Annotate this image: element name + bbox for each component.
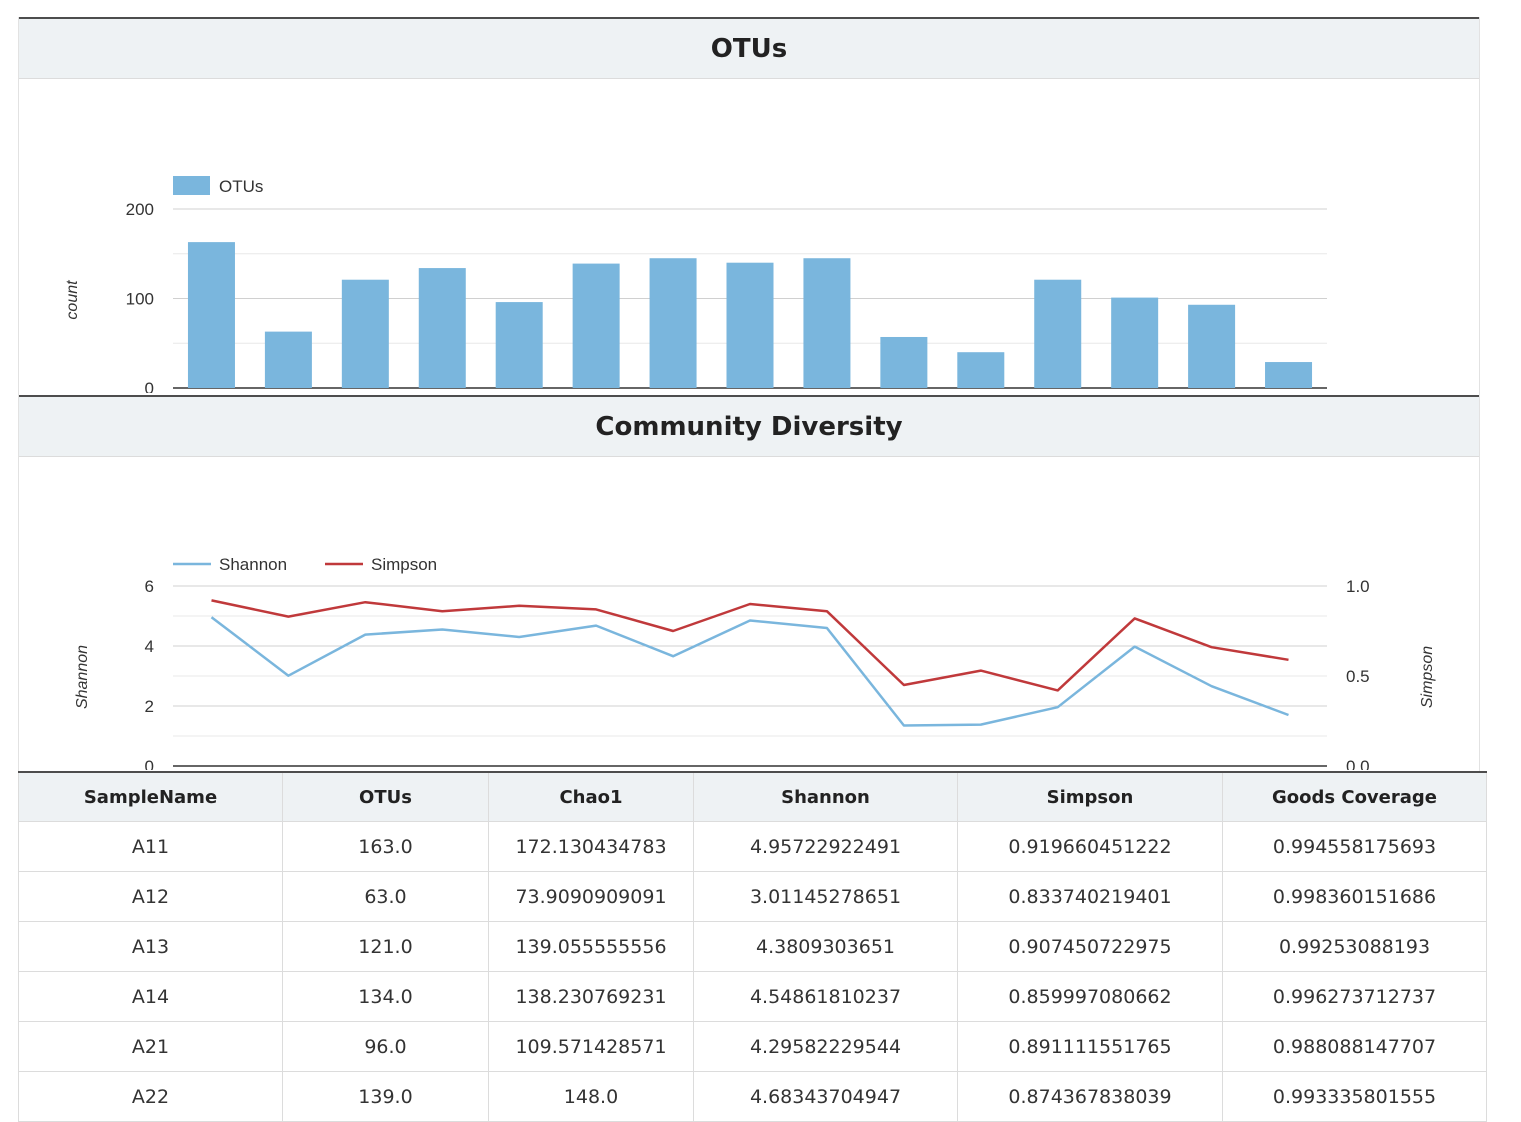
diversity-panel-header: Community Diversity [19,395,1479,457]
legend-label-simpson: Simpson [371,555,437,574]
table-cell: 172.130434783 [488,821,694,872]
bar [187,242,235,388]
bar [341,279,389,388]
table-cell: 0.874367838039 [957,1071,1223,1122]
table-row: A13 121.0 139.055555556 4.3809303651 0.90745… [18,921,1487,972]
table-row: A12 63.0 73.9090909091 3.01145278651 0.83374… [18,871,1487,922]
bar [572,263,620,388]
y-tick-label-left: 4 [145,637,154,656]
y-tick-label: 0 [145,379,154,393]
bar [803,258,851,388]
diversity-panel-title: Community Diversity [595,411,903,442]
table-cell: 63.0 [282,871,489,922]
table-cell: A14 [18,971,283,1022]
table-cell: 121.0 [282,921,489,972]
table-row: A22 139.0 148.0 4.68343704947 0.874367838039… [18,1071,1487,1122]
table-cell: 0.994558175693 [1222,821,1487,872]
otus-bar-chart: 0100200A11A12A13A14A21A22A31A32B11B21B22… [64,176,1327,393]
col-header-simpson[interactable]: Simpson [957,772,1223,822]
y-tick-label-left: 2 [145,697,154,716]
table-cell: A21 [18,1021,283,1072]
table-row: A14 134.0 138.230769231 4.54861810237 0.8599… [18,971,1487,1022]
col-header-goods-coverage[interactable]: Goods Coverage [1222,772,1487,822]
table-cell: 4.54861810237 [693,971,958,1022]
table-cell: 4.3809303651 [693,921,958,972]
legend-swatch [173,176,210,195]
table-cell: 0.859997080662 [957,971,1223,1022]
otus-panel-title: OTUs [710,33,788,64]
y-tick-label-left: 6 [145,577,154,596]
table-cell: 148.0 [488,1071,694,1122]
table-cell: 139.0 [282,1071,489,1122]
table-body: A11 163.0 172.130434783 4.95722922491 0.9196… [18,821,1487,1122]
diversity-table: SampleName OTUs Chao1 Shannon Simpson Go… [18,771,1487,1122]
bar [880,336,928,388]
col-header-otus[interactable]: OTUs [282,772,489,822]
y-axis-title-right: Simpson [1419,646,1436,708]
y-tick-label: 200 [126,200,154,219]
series-line-simpson [211,599,1289,692]
table-row: A11 163.0 172.130434783 4.95722922491 0.9196… [18,821,1487,872]
bar [264,331,312,388]
otus-panel: OTUs 0100200A11A12A13A14A21A22A31A32B11B… [18,17,1480,395]
bar [495,302,543,388]
bar [957,352,1005,388]
bar [1188,304,1236,388]
legend-label: OTUs [219,177,263,196]
table-cell: 96.0 [282,1021,489,1072]
table-cell: 0.891111551765 [957,1021,1223,1072]
y-tick-label-left: 0 [145,757,154,770]
bar [1034,279,1082,388]
table-cell: 3.01145278651 [693,871,958,922]
table-cell: 4.95722922491 [693,821,958,872]
series-line-shannon [210,616,1289,727]
table-cell: 138.230769231 [488,971,694,1022]
bar [649,258,697,388]
otus-panel-header: OTUs [19,17,1479,79]
table-cell: A22 [18,1071,283,1122]
table-cell: 0.993335801555 [1222,1071,1487,1122]
table-cell: A12 [18,871,283,922]
col-header-chao1[interactable]: Chao1 [488,772,694,822]
table-row: A21 96.0 109.571428571 4.29582229544 0.89111… [18,1021,1487,1072]
y-tick-label-right: 1.0 [1346,577,1370,596]
y-tick-label-right: 0.5 [1346,667,1370,686]
y-tick-label-right: 0.0 [1346,757,1370,770]
diversity-table-wrapper: SampleName OTUs Chao1 Shannon Simpson Go… [18,771,1487,1122]
table-cell: 109.571428571 [488,1021,694,1072]
table-cell: 163.0 [282,821,489,872]
table-cell: 134.0 [282,971,489,1022]
col-header-shannon[interactable]: Shannon [693,772,958,822]
table-cell: 4.29582229544 [693,1021,958,1072]
table-cell: 4.68343704947 [693,1071,958,1122]
table-cell: 0.998360151686 [1222,871,1487,922]
bar [1265,362,1313,388]
table-cell: 0.907450722975 [957,921,1223,972]
legend-label-shannon: Shannon [219,555,287,574]
table-cell: 0.99253088193 [1222,921,1487,972]
table-cell: 0.833740219401 [957,871,1223,922]
table-cell: A11 [18,821,283,872]
table-cell: 0.919660451222 [957,821,1223,872]
diversity-panel: Community Diversity 02460.00.51.0A11A12A… [18,395,1480,772]
y-axis-title-left: Shannon [74,645,91,709]
y-axis-title: count [64,280,81,320]
table-cell: 139.055555556 [488,921,694,972]
table-cell: 73.9090909091 [488,871,694,922]
bar [726,262,774,388]
bar [418,268,466,388]
table-cell: 0.996273712737 [1222,971,1487,1022]
table-cell: 0.988088147707 [1222,1021,1487,1072]
table-header-row: SampleName OTUs Chao1 Shannon Simpson Go… [18,772,1487,822]
y-tick-label: 100 [126,290,154,309]
table-cell: A13 [18,921,283,972]
diversity-line-chart: 02460.00.51.0A11A12A13A14A21A22A31A32B11… [74,555,1436,770]
bar [1111,297,1159,388]
col-header-samplename[interactable]: SampleName [18,772,283,822]
